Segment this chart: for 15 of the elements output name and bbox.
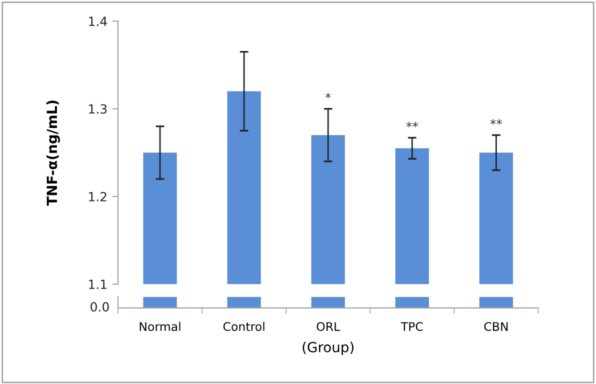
x-axis-title: (Group) [302,342,354,356]
x-tick-label: ORL [316,322,340,331]
x-tick-label: Control [223,322,264,331]
annotation: ** [490,119,502,125]
x-tick-label: CBN [484,322,508,331]
x-tick-label: Normal [140,322,180,331]
text: 0.0 [90,302,109,312]
annotation: * [325,92,331,98]
y-tick-label: 1.2 [89,192,106,202]
y-tick-label: 1.4 [89,16,107,26]
x-tick-label: TPC [400,322,423,331]
annotation: ** [406,122,418,128]
y-tick-label: 1.1 [89,280,106,289]
y-axis-title: TNF-α(ng/mL) [46,100,60,206]
y-tick-label: 1.3 [89,104,107,114]
